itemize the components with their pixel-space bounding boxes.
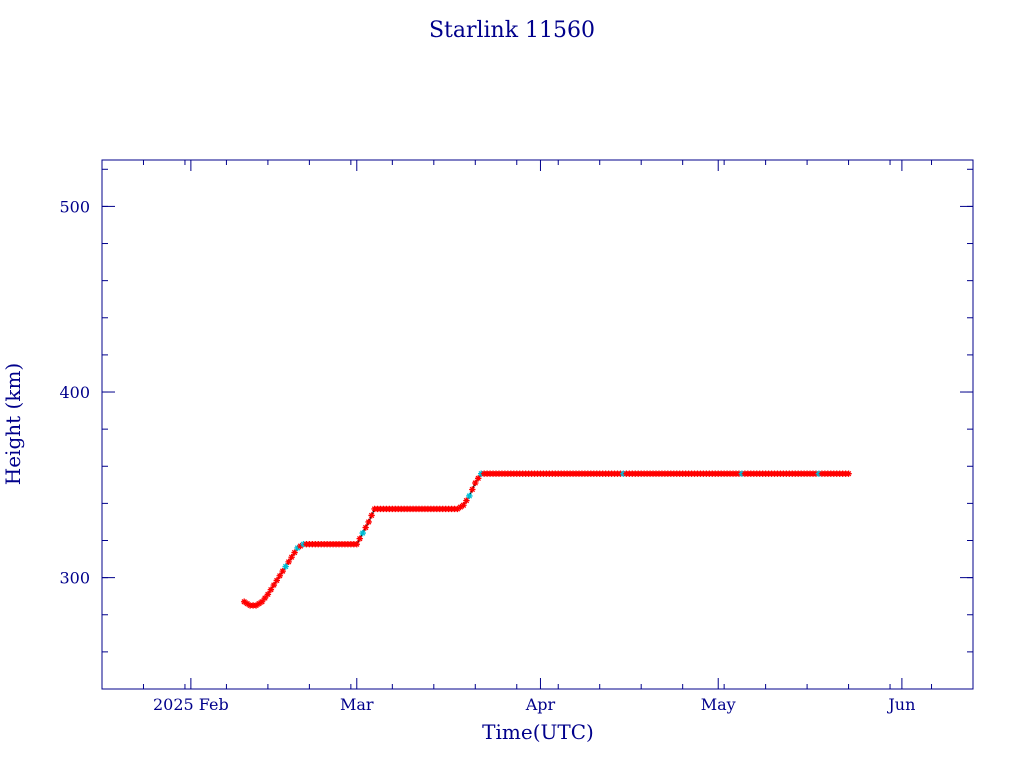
data-point (362, 524, 369, 531)
chart-title: Starlink 11560 (429, 18, 595, 43)
x-tick-label: May (701, 695, 736, 714)
data-point (243, 600, 251, 607)
data-point (466, 492, 473, 500)
data-point (258, 598, 266, 605)
y-axis-title: Height (km) (1, 363, 25, 485)
data-point (472, 479, 479, 487)
data-point (353, 541, 360, 548)
data-point (463, 497, 470, 504)
data-point (282, 563, 289, 570)
data-point (270, 581, 278, 589)
data-point (457, 503, 464, 511)
data-point (356, 535, 363, 542)
data-point (264, 591, 272, 598)
x-axis-title: Time(UTC) (482, 720, 594, 744)
x-tick-label: Mar (340, 695, 374, 714)
data-point (261, 594, 269, 602)
data-point (294, 544, 301, 552)
x-tick-label: 2025 Feb (153, 695, 229, 714)
data-point (845, 470, 852, 477)
data-point (241, 598, 248, 605)
series-path (243, 473, 849, 606)
data-point (368, 512, 375, 519)
tick-labels: 2025 Feb Mar Apr May Jun 300 400 500 (59, 197, 915, 714)
data-point (288, 554, 295, 561)
data-point (365, 518, 372, 526)
data-point (291, 549, 298, 556)
data-point (279, 567, 286, 575)
data-point (460, 502, 467, 509)
series-line (243, 473, 849, 606)
data-markers (241, 470, 852, 609)
data-point (252, 602, 260, 609)
y-tick-label: 300 (59, 569, 90, 588)
data-point (267, 586, 275, 593)
data-point (255, 600, 263, 607)
x-tick-label: Apr (525, 695, 556, 714)
data-point (475, 475, 482, 482)
plot-frame (101, 159, 974, 690)
x-tick-label: Jun (886, 695, 915, 714)
data-point (297, 542, 304, 550)
data-point (273, 577, 280, 584)
data-point (359, 529, 366, 537)
data-point (285, 558, 292, 566)
y-tick-label: 500 (59, 197, 90, 216)
axis-ticks (101, 160, 974, 689)
data-point (469, 486, 476, 493)
data-point (276, 572, 283, 579)
data-point (454, 505, 461, 513)
y-tick-label: 400 (59, 383, 90, 402)
